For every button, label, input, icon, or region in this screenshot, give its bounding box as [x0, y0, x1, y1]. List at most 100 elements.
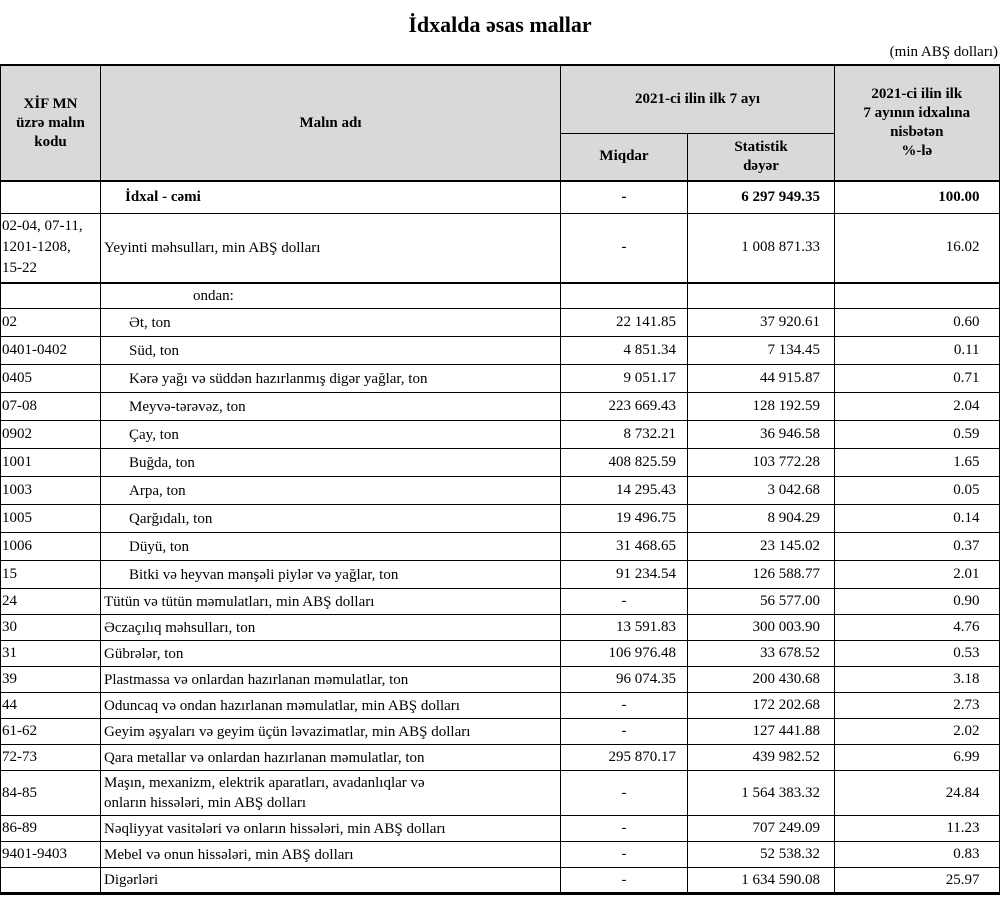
cell-name: Kərə yağı və süddən hazırlanmış digər ya… [100, 364, 561, 393]
cell-share: 0.11 [834, 336, 1000, 365]
cell-name: Süd, ton [100, 336, 561, 365]
cell-code [0, 180, 101, 214]
cell-qty: - [560, 815, 688, 842]
unit-note: (min ABŞ dolları) [889, 44, 998, 60]
cell-qty: 223 669.43 [560, 392, 688, 421]
table-row: 0401-0402 Süd, ton 4 851.34 7 134.45 0.11 [0, 336, 1000, 365]
cell-code: 39 [0, 666, 101, 693]
cell-name: Buğda, ton [100, 448, 561, 477]
header-row-top: XİF MN üzrə malın kodu Malın adı 2021-ci… [0, 64, 1000, 182]
cell-value [686, 282, 836, 309]
cell-code: 02-04, 07-11, 1201-1208, 15-22 [0, 212, 101, 284]
cell-value: 1 564 383.32 [686, 770, 836, 816]
cell-qty: - [560, 692, 688, 719]
cell-qty: - [560, 588, 688, 615]
cell-share: 2.02 [834, 718, 1000, 745]
table-row: İdxal - cəmi -6 297 949.35 100.00 [0, 180, 1000, 214]
cell-share: 24.84 [834, 770, 1000, 816]
table-row: 9401-9403 Mebel və onun hissələri, min AB… [0, 841, 1000, 868]
page-title: İdxalda əsas mallar [408, 12, 592, 37]
cell-code: 9401-9403 [0, 841, 101, 868]
cell-code: 0401-0402 [0, 336, 101, 365]
cell-name: Nəqliyyat vasitələri və onların hissələr… [100, 815, 561, 842]
cell-value: 8 904.29 [686, 504, 836, 533]
cell-value: 707 249.09 [686, 815, 836, 842]
cell-share: 2.04 [834, 392, 1000, 421]
cell-code: 15 [0, 560, 101, 589]
cell-share: 0.59 [834, 420, 1000, 449]
cell-share: 2.01 [834, 560, 1000, 589]
cell-value: 7 134.45 [686, 336, 836, 365]
cell-name: Əczaçılıq məhsulları, ton [100, 614, 561, 641]
cell-share: 16.02 [834, 212, 1000, 284]
table-row: 02-04, 07-11, 1201-1208, 15-22 Yeyinti mə… [0, 212, 1000, 284]
cell-code: 30 [0, 614, 101, 641]
cell-code [0, 282, 101, 309]
cell-code: 1006 [0, 532, 101, 561]
cell-code: 44 [0, 692, 101, 719]
cell-value: 23 145.02 [686, 532, 836, 561]
cell-name: Ət, ton [100, 308, 561, 337]
table-row: 24 Tütün və tütün məmulatları, min ABŞ do… [0, 588, 1000, 615]
cell-share: 3.18 [834, 666, 1000, 693]
cell-name: Bitki və heyvan mənşəli piylər və yağlar… [100, 560, 561, 589]
table-row: 1006 Düyü, ton 31 468.65 23 145.02 0.37 [0, 532, 1000, 561]
cell-qty: 408 825.59 [560, 448, 688, 477]
cell-name: Digərləri [100, 867, 561, 894]
cell-value: 172 202.68 [686, 692, 836, 719]
cell-code: 0405 [0, 364, 101, 393]
cell-qty: - [560, 841, 688, 868]
table-row: 0902 Çay, ton 8 732.21 36 946.58 0.59 [0, 420, 1000, 449]
cell-value: 127 441.88 [686, 718, 836, 745]
cell-code [0, 867, 101, 894]
cell-qty: 14 295.43 [560, 476, 688, 505]
cell-code: 31 [0, 640, 101, 667]
table-row: 0405 Kərə yağı və süddən hazırlanmış digə… [0, 364, 1000, 393]
cell-value: 126 588.77 [686, 560, 836, 589]
cell-name: Mebel və onun hissələri, min ABŞ dolları [100, 841, 561, 868]
table-header: XİF MN üzrə malın kodu Malın adı 2021-ci… [0, 64, 1000, 182]
cell-name: Tütün və tütün məmulatları, min ABŞ doll… [100, 588, 561, 615]
cell-qty: 9 051.17 [560, 364, 688, 393]
cell-code: 84-85 [0, 770, 101, 816]
cell-qty: 13 591.83 [560, 614, 688, 641]
cell-share: 100.00 [834, 180, 1000, 214]
cell-share: 11.23 [834, 815, 1000, 842]
cell-code: 07-08 [0, 392, 101, 421]
cell-qty: 19 496.75 [560, 504, 688, 533]
table-row: Digərləri -1 634 590.08 25.97 [0, 867, 1000, 894]
cell-value: 128 192.59 [686, 392, 836, 421]
col-header-stat-value: Statistik dəyər [686, 132, 836, 182]
table-row: 31 Gübrələr, ton 106 976.48 33 678.52 0.53 [0, 640, 1000, 667]
cell-name: İdxal - cəmi [100, 180, 561, 214]
cell-value: 3 042.68 [686, 476, 836, 505]
cell-code: 72-73 [0, 744, 101, 771]
cell-name: Oduncaq və ondan hazırlanan məmulatlar, … [100, 692, 561, 719]
cell-name: Arpa, ton [100, 476, 561, 505]
cell-name: Qarğıdalı, ton [100, 504, 561, 533]
table-row: 02 Ət, ton 22 141.85 37 920.61 0.60 [0, 308, 1000, 337]
cell-share: 0.90 [834, 588, 1000, 615]
cell-value: 439 982.52 [686, 744, 836, 771]
cell-qty: 91 234.54 [560, 560, 688, 589]
col-header-name: Malın adı [100, 64, 561, 182]
cell-share: 6.99 [834, 744, 1000, 771]
table-row: 84-85 Maşın, mexanizm, elektrik aparatlar… [0, 770, 1000, 816]
cell-share: 4.76 [834, 614, 1000, 641]
cell-qty: - [560, 770, 688, 816]
col-header-code: XİF MN üzrə malın kodu [0, 64, 101, 182]
table-row: 72-73 Qara metallar və onlardan hazırlana… [0, 744, 1000, 771]
cell-value: 56 577.00 [686, 588, 836, 615]
cell-code: 61-62 [0, 718, 101, 745]
cell-value: 6 297 949.35 [686, 180, 836, 214]
cell-value: 44 915.87 [686, 364, 836, 393]
table-row: 07-08 Meyvə-tərəvəz, ton 223 669.43 128 192… [0, 392, 1000, 421]
cell-name: Düyü, ton [100, 532, 561, 561]
cell-value: 1 634 590.08 [686, 867, 836, 894]
cell-share: 25.97 [834, 867, 1000, 894]
cell-code: 1005 [0, 504, 101, 533]
col-header-quantity: Miqdar [560, 132, 688, 182]
table-row: 1003 Arpa, ton 14 295.43 3 042.68 0.05 [0, 476, 1000, 505]
cell-share: 0.05 [834, 476, 1000, 505]
